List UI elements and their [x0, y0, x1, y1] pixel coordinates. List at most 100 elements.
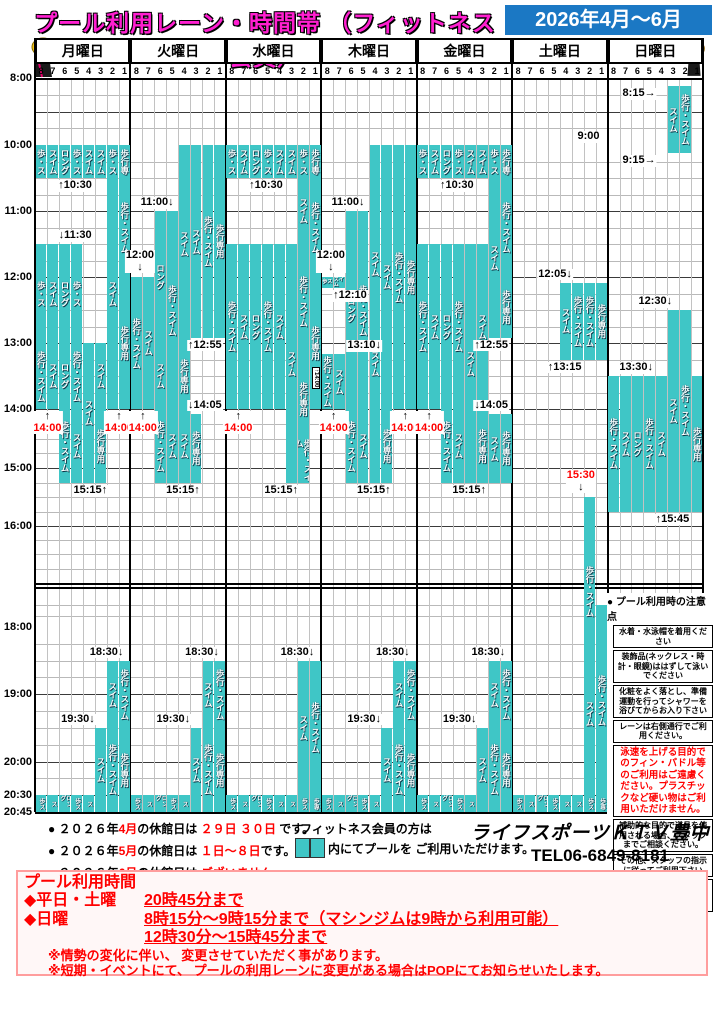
lane-number: 2	[587, 66, 593, 76]
block-label: 歩行・スイム	[453, 301, 464, 352]
time-axis-label: 13:00	[3, 337, 32, 349]
time-annotation: 12:00 ↓	[315, 249, 346, 274]
schedule-block: スイム	[429, 145, 441, 178]
schedule-block: スイム	[142, 277, 154, 409]
schedule-block: ス	[333, 795, 345, 812]
schedule-block: 歩ス	[226, 795, 238, 812]
block-label: 歩行・スイム	[572, 295, 583, 347]
schedule-block: 歩行・スイム	[71, 343, 83, 409]
lane-number: 4	[277, 66, 283, 76]
block-label: スイム	[167, 433, 178, 459]
block-label: ロング	[250, 795, 262, 808]
time-annotation: ↑14:00	[414, 410, 445, 435]
block-label: ス	[276, 800, 283, 807]
block-label: 歩行・スイム	[584, 566, 595, 618]
block-label: 歩ス	[169, 797, 176, 810]
schedule-block: スイム	[453, 409, 464, 483]
schedule-block: 歩行・スイム	[309, 178, 321, 277]
schedule-block: ロング	[59, 343, 71, 409]
block-label: 歩行・スイム	[310, 702, 321, 754]
lane-number: 6	[634, 66, 640, 76]
schedule-block: ロング	[59, 795, 71, 812]
block-label: 歩行・スイム	[203, 744, 214, 796]
schedule-block: 歩行専用	[691, 376, 703, 512]
lane-number: 1	[312, 66, 318, 76]
block-label: ロング	[155, 264, 166, 290]
schedule-block: スイム	[83, 145, 95, 178]
block-label: ス	[240, 800, 247, 807]
lane-number: 3	[575, 66, 581, 76]
schedule-block: スイム	[238, 145, 250, 178]
schedule-block: スイム	[178, 145, 190, 343]
block-label: 歩行・スイム	[489, 744, 500, 796]
time-annotation: ↑14:00	[127, 410, 158, 435]
schedule-block: ス	[83, 795, 95, 812]
block-label: 歩・ス	[453, 148, 464, 175]
schedule-block: 歩ス	[512, 795, 524, 812]
block-label: 歩・ス	[227, 148, 238, 175]
schedule-block: 歩行・スイム	[488, 727, 500, 812]
block-label: スイム	[584, 700, 595, 727]
schedule-block: ロング	[345, 211, 357, 409]
block-label: スイム	[238, 148, 249, 175]
block-label: 歩行専用	[501, 431, 512, 466]
block-label: 歩行専用	[298, 382, 309, 417]
holiday-note: ● ２０２６年4月の休館日は ２９日 ３０日 です。	[48, 822, 315, 836]
pool-hours-title: プール利用時間	[24, 874, 137, 891]
schedule-block: スイム	[190, 727, 202, 812]
lane-line	[559, 78, 561, 812]
block-label: 歩ス	[37, 797, 44, 810]
schedule-block: 歩行・スイム	[357, 211, 369, 409]
block-label: 歩ス	[264, 797, 271, 810]
schedule-block: スイム	[286, 244, 297, 483]
time-axis-label: 12:00	[3, 271, 32, 283]
schedule-block: スイム	[333, 354, 345, 409]
schedule-block: 歩・ス	[262, 145, 274, 178]
block-label: 歩・ス	[71, 280, 82, 307]
time-annotation: 12:05↓	[537, 267, 573, 281]
block-label: 歩行専用	[215, 224, 226, 259]
time-axis-label: 20:45	[3, 806, 32, 818]
time-annotation: ↑10:30	[57, 179, 93, 192]
notice-item: 水着・水泳帽を着用ください	[613, 625, 713, 649]
lane-line	[595, 78, 597, 812]
block-label: ス	[527, 800, 534, 807]
block-label: 歩行専	[501, 148, 512, 175]
day-header-fri: 金曜日	[416, 38, 513, 64]
period-badge: 2026年4月～6月	[505, 5, 712, 35]
block-label: 歩行専用	[179, 359, 190, 393]
schedule-block: スイム	[47, 343, 59, 409]
day-header-wed: 水曜日	[225, 38, 322, 64]
schedule-block: 歩行・スイム	[643, 376, 655, 512]
schedule-block: ス	[178, 795, 190, 812]
lane-number: 6	[539, 66, 545, 76]
block-label: 歩行・スイム	[203, 215, 214, 267]
schedule-block: ロング	[441, 244, 452, 409]
schedule-block: ス	[524, 795, 536, 812]
block-label: 歩行・スイム	[107, 744, 118, 796]
time-annotation: 15:15↑	[451, 484, 488, 497]
lane-number: 5	[646, 66, 652, 76]
schedule-block: 歩ス	[166, 795, 178, 812]
block-label: 歩行専用	[215, 752, 226, 787]
schedule-block: ロング	[154, 211, 166, 343]
schedule-block: ス	[286, 795, 297, 812]
schedule-block: スイム	[655, 376, 667, 512]
time-annotation: ↑14:00	[103, 410, 135, 435]
block-label: スイム	[83, 400, 94, 426]
facility-name: ライフスポーツＫＴＶ豊中	[470, 823, 710, 844]
lane-number: 5	[551, 66, 557, 76]
lane-number: 5	[74, 66, 80, 76]
schedule-block: スイム	[274, 145, 285, 178]
lane-number: 1	[503, 66, 509, 76]
time-annotation: ↑12:10	[332, 289, 368, 302]
block-label: 歩行・スイム	[131, 317, 142, 369]
schedule-block: 歩ス	[71, 795, 83, 812]
block-label: 歩行専用	[501, 290, 512, 325]
schedule-block: 歩行専用	[214, 727, 226, 812]
schedule-block: 歩行専用	[178, 343, 190, 409]
schedule-block: ロング	[441, 145, 452, 178]
schedule-block: スイム	[333, 277, 345, 288]
block-label: スイム	[274, 313, 285, 340]
block-label: 歩行・スイム	[119, 668, 130, 720]
